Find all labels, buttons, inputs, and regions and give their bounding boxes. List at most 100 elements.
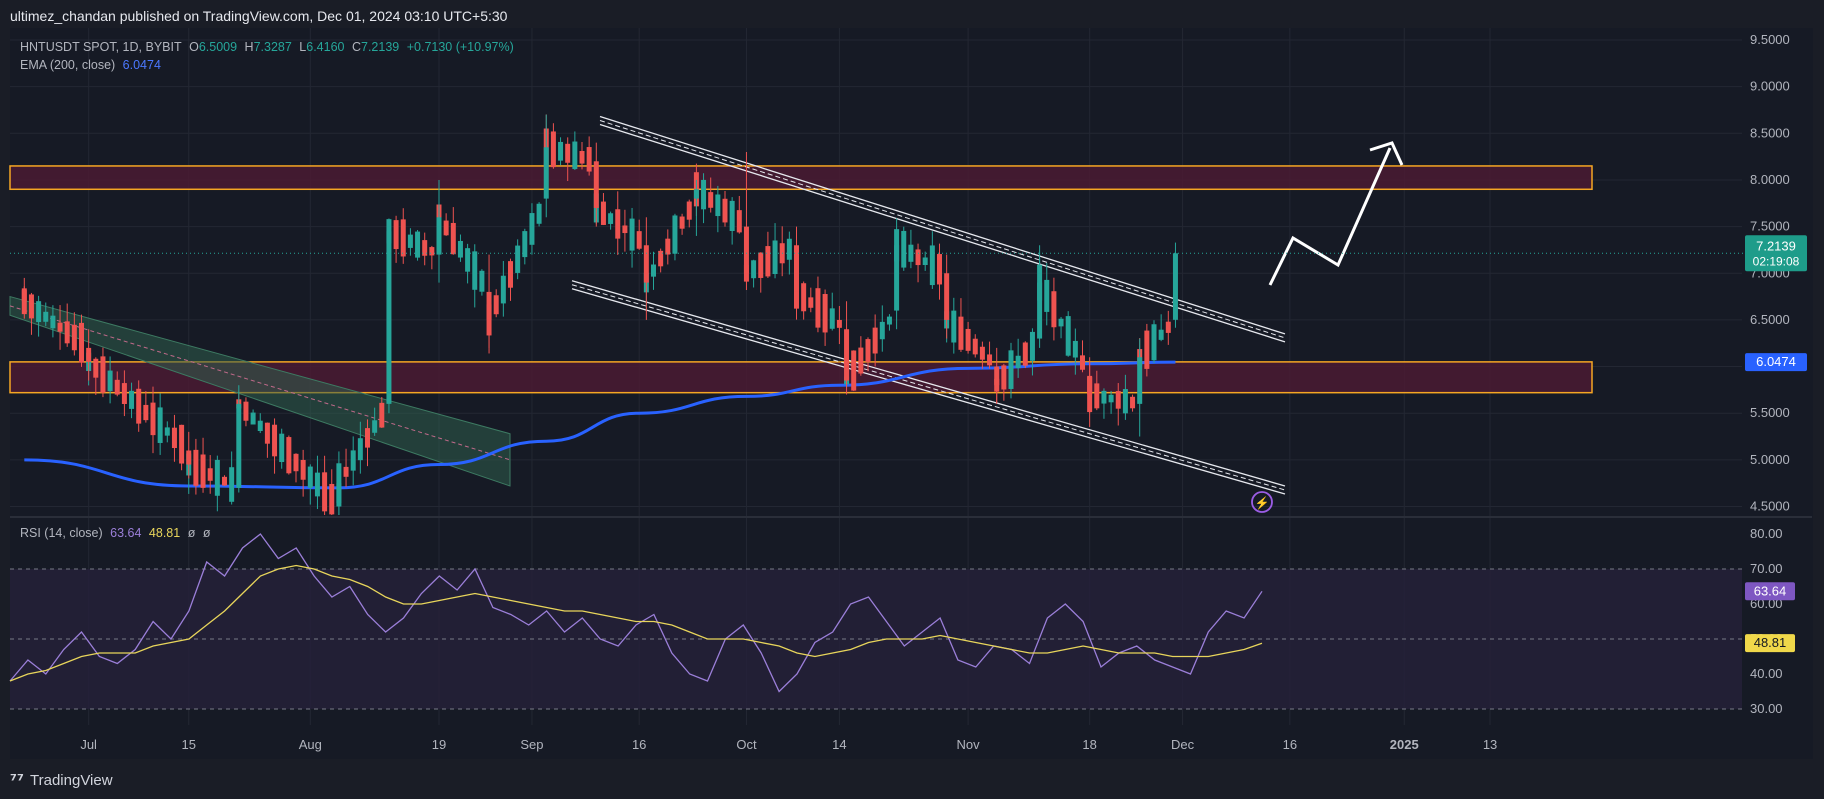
candle-body (972, 338, 978, 355)
candle-body (300, 459, 306, 480)
candle-body (729, 200, 735, 231)
candle-body (579, 151, 585, 164)
tradingview-brand: TradingView (30, 772, 113, 789)
candle-body (386, 231, 392, 404)
change-value: +0.7130 (+10.97%) (406, 40, 514, 54)
high-value: 7.3287 (253, 40, 292, 54)
x-tick-label: Dec (1171, 737, 1195, 752)
rsi-tick-label: 70.00 (1750, 561, 1783, 576)
open-label: O (189, 40, 199, 54)
upper-channel-edge (599, 115, 1286, 335)
publisher-header: ultimez_chandan published on TradingView… (0, 0, 1824, 32)
lightning-icon (1251, 491, 1273, 513)
candle-body (472, 251, 478, 290)
symbol-label: HNTUSDT SPOT, 1D, BYBIT (20, 40, 182, 54)
candle-body (558, 141, 564, 161)
candle-body (407, 234, 413, 248)
candle-body (129, 390, 135, 409)
candle-body (672, 215, 678, 254)
candle-body (629, 218, 635, 251)
candle-body (622, 225, 628, 234)
candle-body (357, 438, 363, 461)
candle-body (886, 316, 892, 325)
ema-legend: EMA (200, close) 6.0474 (20, 58, 165, 72)
candle-body (107, 370, 113, 392)
candle-body (1122, 389, 1128, 414)
candle-body (222, 476, 227, 486)
candle-body (701, 179, 707, 210)
candle-body (1080, 355, 1085, 370)
candle-body (279, 433, 285, 463)
rsi-current-label: 63.64 (1754, 583, 1787, 598)
candle-body (64, 321, 70, 344)
x-tick-label: Oct (736, 737, 757, 752)
candle-body (679, 216, 685, 229)
close-value: 7.2139 (361, 40, 400, 54)
candle-body (665, 238, 671, 255)
candle-body (836, 319, 842, 328)
candle-body (28, 294, 34, 319)
candle-body (658, 250, 664, 267)
candle-body (1058, 318, 1064, 327)
candle-body (86, 347, 92, 362)
last-price-badge (1745, 235, 1807, 272)
candle-body (651, 264, 656, 277)
candle-body (1137, 357, 1143, 404)
x-tick-label: Nov (957, 737, 981, 752)
candle-body (1015, 355, 1021, 369)
candle-body (450, 222, 456, 255)
candle-body (1094, 383, 1100, 409)
candle-body (772, 240, 778, 275)
candle-body (164, 427, 170, 436)
candle-body (1001, 365, 1007, 390)
candle-body (493, 295, 499, 315)
candle-body (157, 407, 163, 443)
lower-channel-midline (571, 284, 1286, 491)
candle-body (207, 468, 213, 481)
projection-arrow (1268, 147, 1392, 286)
candle-body (1115, 391, 1121, 409)
low-value: 6.4160 (306, 40, 345, 54)
rsi-legend: RSI (14, close) 63.64 48.81 ø ø (20, 526, 214, 540)
candle-body (236, 403, 242, 488)
ema-value: 6.0474 (122, 58, 161, 72)
candle-body (379, 402, 385, 428)
candle-body (508, 261, 513, 288)
candle-body (851, 350, 857, 391)
candle-body (693, 189, 699, 199)
candle-body (314, 472, 320, 497)
candle-body (765, 246, 771, 277)
candle-body (736, 210, 742, 233)
candle-body (858, 347, 864, 374)
low-label: L (299, 40, 307, 54)
candle-body (243, 401, 249, 421)
candle-body (572, 141, 578, 170)
candle-body (794, 245, 799, 292)
x-tick-label: 16 (1283, 737, 1297, 752)
candle-body (1101, 390, 1107, 404)
candle-body (801, 283, 807, 312)
tradingview-footer[interactable]: ⁷⁷ TradingView (10, 768, 113, 794)
candle-body (436, 217, 442, 255)
candle-body (994, 366, 1000, 386)
x-tick-label: Jul (80, 737, 97, 752)
candle-body (715, 194, 721, 217)
candle-body (686, 201, 692, 220)
candle-body (422, 240, 428, 256)
last-price-label: 7.2139 (1756, 238, 1796, 253)
rsi-line (9, 533, 1263, 693)
price-tick-label: 6.5000 (1750, 312, 1790, 327)
x-tick-label: 15 (182, 737, 196, 752)
candle-body (879, 321, 885, 340)
price-tick-label: 5.5000 (1750, 405, 1790, 420)
candle-body (1022, 342, 1028, 366)
candle-body (543, 147, 549, 199)
candle-body (536, 203, 542, 224)
candle-body (708, 192, 714, 208)
candle-body (636, 231, 642, 249)
candle-body (979, 346, 985, 360)
candle-body (264, 422, 270, 444)
candle-body (608, 213, 614, 224)
projection-arrowhead (1369, 141, 1404, 166)
